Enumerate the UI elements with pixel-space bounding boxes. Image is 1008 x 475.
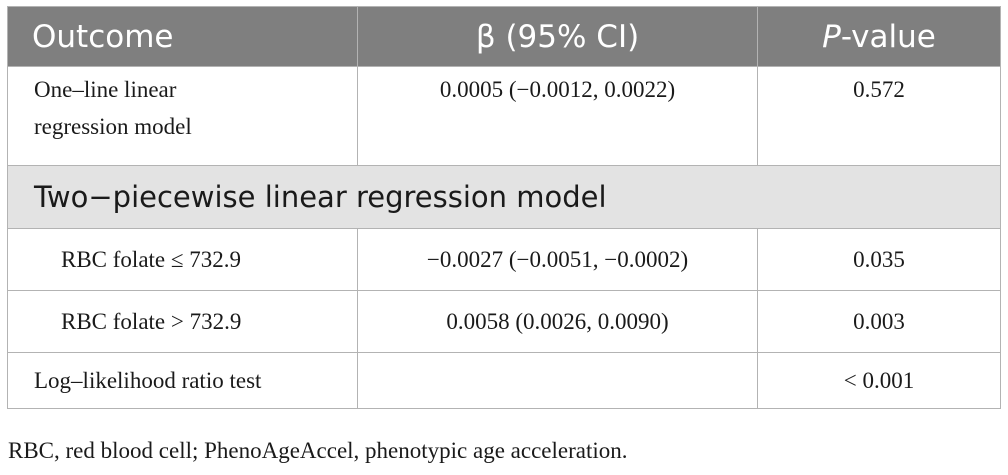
cell-beta — [357, 352, 758, 409]
cell-outcome: Log–likelihood ratio test — [7, 352, 358, 409]
regression-results-table: Outcome β (95% CI) P-value One–line line… — [7, 6, 1001, 409]
cell-p-value: 0.035 — [757, 228, 1001, 291]
section-header-row: Two−piecewise linear regression model — [7, 165, 1001, 229]
header-beta-ci: β (95% CI) — [357, 6, 758, 67]
header-p-value: P-value — [757, 6, 1001, 67]
table-row-likelihood-test: Log–likelihood ratio test < 0.001 — [7, 352, 1001, 409]
header-p-suffix: -value — [840, 18, 936, 55]
cell-p-value: 0.572 — [757, 66, 1001, 166]
table-footnote: RBC, red blood cell; PhenoAgeAccel, phen… — [8, 438, 628, 463]
table-row-folate-high: RBC folate > 732.9 0.0058 (0.0026, 0.009… — [7, 290, 1001, 353]
table-row-linear-model: One–line linear regression model 0.0005 … — [7, 66, 1001, 166]
header-outcome: Outcome — [7, 6, 358, 67]
table-header-row: Outcome β (95% CI) P-value — [7, 6, 1001, 67]
cell-outcome: RBC folate ≤ 732.9 — [7, 228, 358, 291]
cell-beta: −0.0027 (−0.0051, −0.0002) — [357, 228, 758, 291]
cell-p-value: < 0.001 — [757, 352, 1001, 409]
cell-beta: 0.0058 (0.0026, 0.0090) — [357, 290, 758, 353]
cell-outcome: One–line linear regression model — [7, 66, 358, 166]
cell-p-value: 0.003 — [757, 290, 1001, 353]
section-label: Two−piecewise linear regression model — [7, 165, 1001, 229]
cell-outcome: RBC folate > 732.9 — [7, 290, 358, 353]
table-row-folate-low: RBC folate ≤ 732.9 −0.0027 (−0.0051, −0.… — [7, 228, 1001, 291]
cell-beta: 0.0005 (−0.0012, 0.0022) — [357, 66, 758, 166]
header-p-italic: P — [822, 18, 841, 55]
